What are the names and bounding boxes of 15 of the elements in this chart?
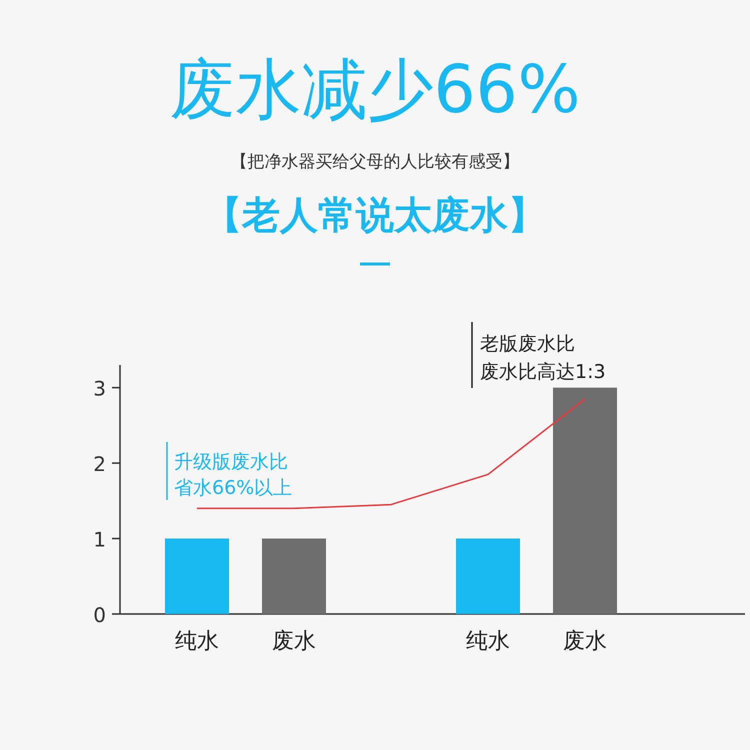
annotation: 废水比高达1:3 (480, 361, 606, 383)
text: 【老人常说太废水】 (204, 193, 546, 237)
annotation: 省水66%以上 (174, 477, 292, 499)
chart-subtitle: 【把净水器买给父母的人比较有感受】 (230, 152, 520, 172)
x-tick-label: 纯水 (466, 629, 510, 654)
annotation: 升级版废水比 (174, 451, 288, 473)
x-tick-label: 废水 (563, 629, 607, 654)
y-tick-label: 1 (93, 528, 106, 552)
chart-title: 废水减少66% (170, 51, 580, 128)
text: 老版废水比 (480, 333, 575, 355)
x-tick-label: 纯水 (175, 629, 219, 654)
y-tick-label: 3 (93, 376, 106, 401)
y-tick-label: 2 (93, 452, 106, 476)
x-tick-label: 废水 (272, 629, 316, 654)
y-tick-label: 0 (93, 603, 106, 627)
